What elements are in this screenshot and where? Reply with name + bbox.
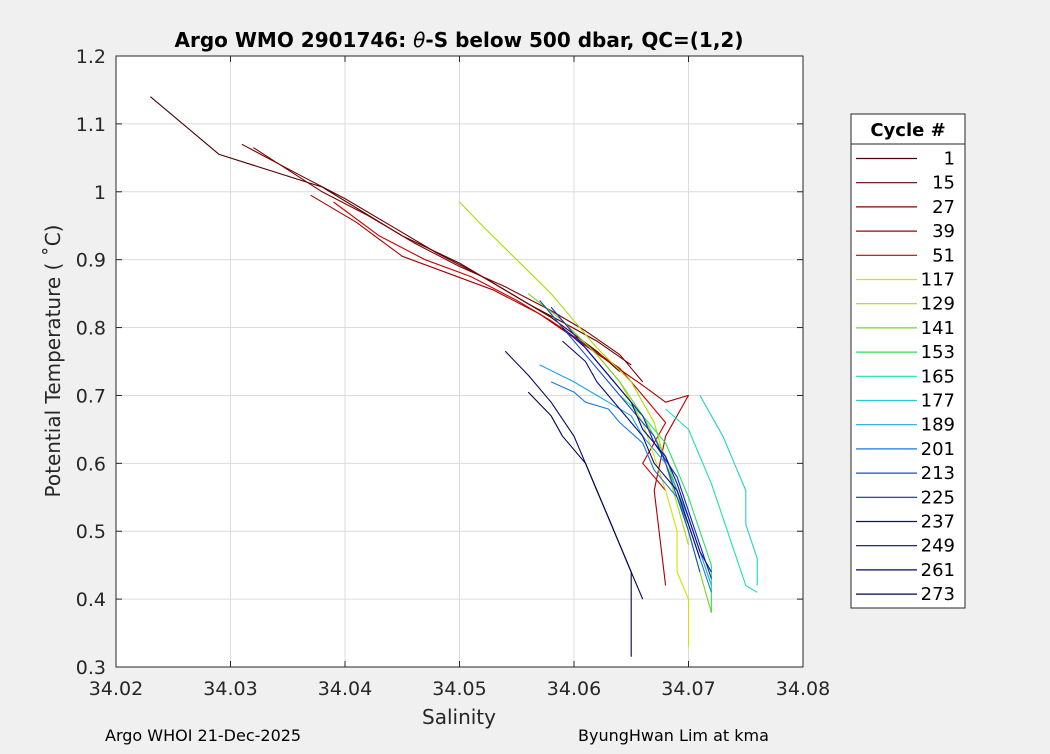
x-tick-label: 34.02	[89, 678, 143, 700]
legend-label-cycle-1: 1	[944, 149, 955, 170]
legend-items: 1 15 27 39 51 117 129 141 153 165 177 189 201 213 225 2…	[856, 149, 955, 605]
series-line-cycle-237	[562, 327, 712, 573]
chart-title: Argo WMO 2901746: θ-S below 500 dbar, QC…	[175, 28, 744, 52]
legend-label-cycle-237: 237	[921, 512, 955, 533]
series-line-cycle-177	[699, 395, 758, 586]
legend-label-cycle-249: 249	[921, 536, 955, 557]
series-line-cycle-153	[619, 394, 712, 613]
y-tick-label: 1.1	[76, 114, 106, 136]
legend-label-cycle-189: 189	[921, 415, 955, 436]
y-tick-label: 0.6	[76, 453, 106, 475]
x-tick-label: 34.04	[318, 678, 372, 700]
series-line-cycle-15	[241, 143, 632, 366]
x-tick-label: 34.07	[661, 678, 715, 700]
x-axis-label: Salinity	[422, 705, 496, 729]
legend-label-cycle-165: 165	[921, 366, 955, 387]
series-line-cycle-213	[539, 300, 701, 573]
y-tick-label: 0.7	[76, 385, 106, 407]
legend-label-cycle-261: 261	[921, 560, 955, 581]
legend-label-cycle-117: 117	[921, 270, 955, 291]
footer-left: Argo WHOI 21-Dec-2025	[105, 726, 301, 745]
legend-label-cycle-177: 177	[921, 391, 955, 412]
title-theta: θ	[413, 28, 425, 52]
legend-label-cycle-129: 129	[921, 294, 955, 315]
legend-label-cycle-225: 225	[921, 487, 955, 508]
y-tick-label: 0.4	[76, 589, 106, 611]
series-line-cycle-165	[665, 408, 758, 593]
title-prefix: Argo WMO 2901746:	[175, 28, 414, 52]
y-tick-label: 0.8	[76, 318, 106, 340]
x-tick-label: 34.05	[432, 678, 486, 700]
title-suffix: -S below 500 dbar, QC=(1,2)	[425, 28, 743, 52]
legend-label-cycle-213: 213	[921, 463, 955, 484]
series-layer	[150, 96, 758, 657]
series-line-cycle-129	[459, 201, 690, 545]
legend-label-cycle-153: 153	[921, 342, 955, 363]
legend-title: Cycle #	[870, 120, 945, 141]
x-tick-label: 34.06	[547, 678, 601, 700]
ticks: 34.02 34.03 34.04 34.05 34.06 34.07 34.08 0.3 0.…	[76, 46, 830, 700]
series-line-cycle-273	[527, 391, 632, 657]
y-tick-label: 1.2	[76, 46, 106, 68]
x-tick-label: 34.03	[203, 678, 257, 700]
legend-label-cycle-201: 201	[921, 439, 955, 460]
legend-label-cycle-141: 141	[921, 318, 955, 339]
y-tick-label: 1	[94, 182, 106, 204]
y-tick-label: 0.9	[76, 250, 106, 272]
y-tick-label: 0.3	[76, 657, 106, 679]
legend-box	[850, 113, 966, 609]
legend-label-cycle-27: 27	[932, 197, 955, 218]
y-axis-label: Potential Temperature ( ˚C)	[41, 225, 65, 498]
x-tick-label: 34.08	[776, 678, 830, 700]
series-line-cycle-249	[562, 340, 701, 559]
series-line-cycle-27	[253, 147, 644, 383]
legend-label-cycle-51: 51	[932, 245, 955, 266]
series-line-cycle-117	[596, 354, 690, 647]
legend: Cycle # 1 15 27 39 51 117 129 141 153 165 177 189 20…	[850, 113, 966, 609]
legend-label-cycle-273: 273	[921, 584, 955, 605]
y-tick-label: 0.5	[76, 521, 106, 543]
legend-label-cycle-39: 39	[932, 221, 955, 242]
legend-label-cycle-15: 15	[932, 173, 955, 194]
footer-right: ByungHwan Lim at kma	[578, 726, 769, 745]
